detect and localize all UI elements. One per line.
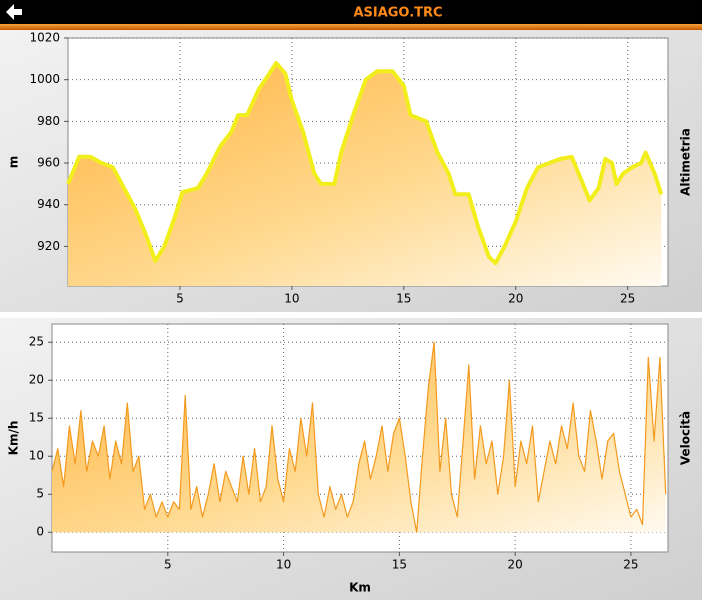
x-tick-label: 20 [508,558,523,572]
y-tick-label: 25 [29,335,44,349]
y-tick-label: 15 [29,411,44,425]
x-tick-label: 25 [620,292,635,306]
y-axis-label: m [7,156,21,169]
y-tick-label: 1020 [29,31,60,45]
x-tick-label: 5 [164,558,172,572]
y-tick-label: 0 [36,525,44,539]
y-tick-label: 920 [37,239,60,253]
y-tick-label: 940 [37,197,60,211]
header-title: ASIAGO.TRC [353,6,442,21]
header-bar [0,0,702,24]
x-axis-label: Km [349,581,371,595]
y-tick-label: 980 [37,114,60,128]
x-tick-label: 25 [623,558,638,572]
chart-title: Velocità [679,411,693,465]
x-tick-label: 20 [508,292,523,306]
line [66,61,664,266]
x-tick-label: 15 [392,558,407,572]
y-tick-label: 1000 [29,72,60,86]
chart-title: Altimetria [679,128,693,196]
y-tick-label: 10 [29,449,44,463]
y-tick-label: 20 [29,373,44,387]
area-fill [52,342,666,533]
header-stripe [0,24,702,30]
separator [0,312,702,318]
line [51,341,667,533]
x-tick-label: 10 [276,558,291,572]
y-tick-label: 960 [37,156,60,170]
x-tick-label: 5 [176,292,184,306]
y-axis-label: Km/h [7,421,21,456]
y-tick-label: 5 [36,487,44,501]
x-tick-label: 15 [396,292,411,306]
x-tick-label: 10 [284,292,299,306]
back-button[interactable] [6,4,22,20]
